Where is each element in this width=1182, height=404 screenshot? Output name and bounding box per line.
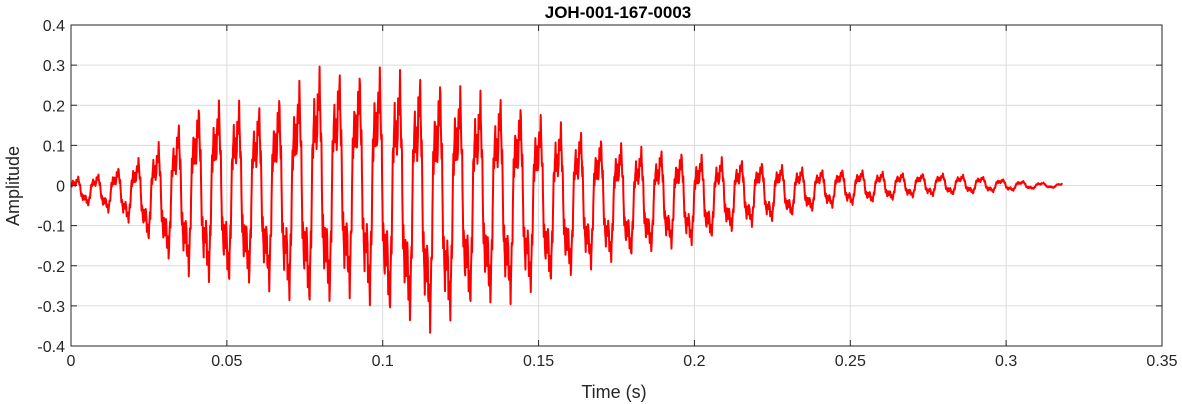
x-tick-label: 0 xyxy=(67,353,76,370)
chart-title: JOH-001-167-0003 xyxy=(545,3,691,22)
x-tick-label: 0.25 xyxy=(835,353,866,370)
y-tick-label: 0.3 xyxy=(43,58,65,75)
y-tick-label: 0.4 xyxy=(43,18,65,35)
waveform-plot xyxy=(70,65,1063,334)
y-tick-label: -0.4 xyxy=(37,339,65,356)
y-tick-label: 0.1 xyxy=(43,138,65,155)
y-axis-label: Amplitude xyxy=(3,146,23,226)
waveform-line xyxy=(70,65,1063,334)
grid xyxy=(70,24,1163,347)
x-axis-label: Time (s) xyxy=(581,382,646,402)
x-tick-label: 0.35 xyxy=(1146,353,1177,370)
y-tick-label: -0.1 xyxy=(37,219,65,236)
x-tick-label: 0.2 xyxy=(683,353,705,370)
y-tick-label: 0 xyxy=(56,179,65,196)
y-tick-label: -0.2 xyxy=(37,259,65,276)
y-tick-label: -0.3 xyxy=(37,299,65,316)
x-axis-ticks: 0 0.05 0.1 0.15 0.2 0.25 0.3 0.35 xyxy=(67,25,1178,370)
x-tick-label: 0.1 xyxy=(372,353,394,370)
x-tick-label: 0.3 xyxy=(995,353,1017,370)
y-tick-label: 0.2 xyxy=(43,98,65,115)
y-axis-ticks: -0.4 -0.3 -0.2 -0.1 0 0.1 0.2 0.3 0.4 xyxy=(37,18,1162,356)
x-tick-label: 0.15 xyxy=(523,353,554,370)
x-tick-label: 0.05 xyxy=(211,353,242,370)
